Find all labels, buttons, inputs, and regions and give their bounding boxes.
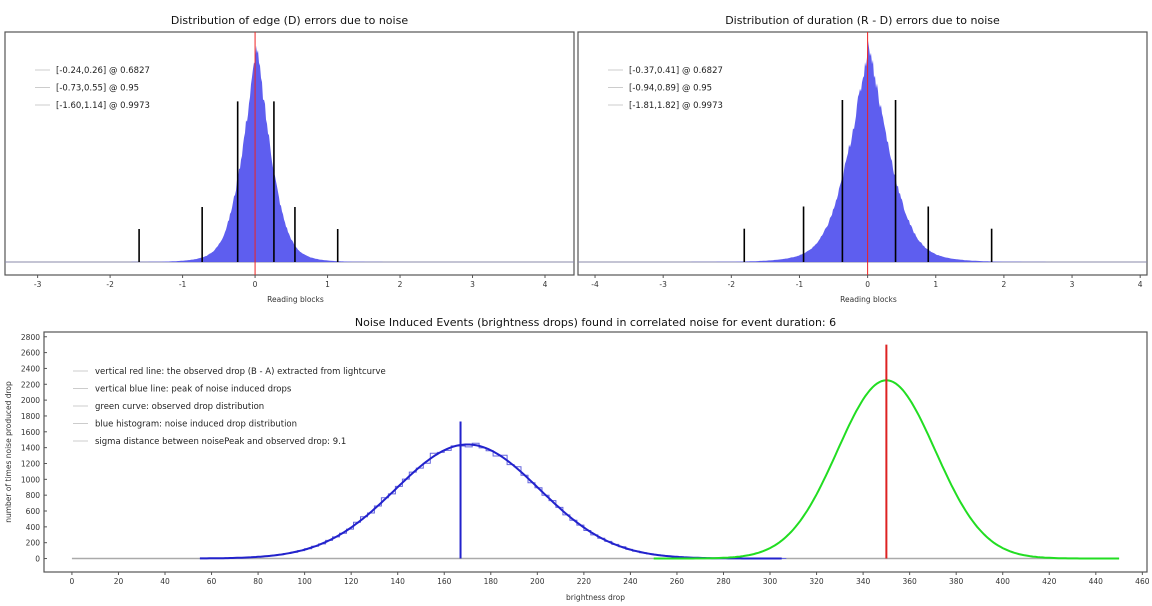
x-tick-label: -2: [728, 280, 736, 289]
y-tick-label: 2400: [21, 364, 40, 373]
chart-title: Distribution of edge (D) errors due to n…: [171, 14, 408, 27]
x-tick-label: 260: [670, 577, 685, 586]
y-tick-label: 0: [35, 555, 40, 564]
x-tick-label: 4: [1138, 280, 1143, 289]
x-tick-label: 440: [1089, 577, 1104, 586]
y-tick-label: 1200: [21, 459, 40, 468]
y-tick-label: 1800: [21, 412, 40, 421]
x-tick-label: -4: [591, 280, 599, 289]
x-tick-label: 360: [902, 577, 917, 586]
x-tick-label: 400: [996, 577, 1011, 586]
plot-frame: [43, 331, 1148, 573]
y-tick-label: 600: [26, 507, 41, 516]
legend-entry: vertical blue line: peak of noise induce…: [95, 385, 292, 395]
noise-fit-curve: [199, 443, 782, 560]
legend-entry: [-1.60,1.14] @ 0.9973: [56, 101, 150, 111]
chart-title: Noise Induced Events (brightness drops) …: [355, 316, 836, 329]
x-axis-label: brightness drop: [566, 593, 625, 602]
x-tick-label: -3: [659, 280, 667, 289]
x-tick-label: 0: [253, 280, 258, 289]
histogram-area: [578, 40, 1147, 262]
y-tick-label: 2000: [21, 396, 40, 405]
x-tick-label: 0: [70, 577, 75, 586]
y-tick-label: 1600: [21, 428, 40, 437]
x-tick-label: 3: [470, 280, 475, 289]
x-tick-label: 340: [856, 577, 871, 586]
plot-frame: [4, 31, 575, 276]
x-tick-label: 220: [577, 577, 592, 586]
x-tick-label: -1: [796, 280, 804, 289]
x-tick-label: 4: [543, 280, 548, 289]
y-tick-label: 400: [26, 523, 41, 532]
x-tick-label: 300: [763, 577, 778, 586]
y-tick-label: 200: [26, 539, 41, 548]
x-tick-label: 80: [253, 577, 263, 586]
y-axis-label: number of times noise produced drop: [4, 381, 13, 523]
x-tick-label: 280: [716, 577, 731, 586]
legend-entry: [-0.94,0.89] @ 0.95: [629, 84, 712, 94]
x-tick-label: 460: [1135, 577, 1150, 586]
legend-entry: vertical red line: the observed drop (B …: [95, 367, 386, 377]
x-tick-label: 140: [391, 577, 406, 586]
y-tick-label: 1400: [21, 444, 40, 453]
x-tick-label: 60: [207, 577, 217, 586]
x-tick-label: 100: [297, 577, 312, 586]
x-tick-label: 40: [160, 577, 170, 586]
x-tick-label: 1: [933, 280, 938, 289]
x-tick-label: 240: [623, 577, 638, 586]
y-tick-label: 2600: [21, 349, 40, 358]
y-tick-label: 800: [26, 491, 41, 500]
x-tick-label: 420: [1042, 577, 1057, 586]
x-tick-label: 180: [484, 577, 499, 586]
x-axis-label: Reading blocks: [840, 295, 897, 304]
x-tick-label: -2: [106, 280, 114, 289]
x-tick-label: 1: [325, 280, 330, 289]
y-tick-label: 1000: [21, 475, 40, 484]
x-tick-label: -3: [34, 280, 42, 289]
x-tick-label: 20: [114, 577, 124, 586]
x-tick-label: 200: [530, 577, 545, 586]
legend-entry: sigma distance between noisePeak and obs…: [95, 437, 346, 447]
x-tick-label: 320: [809, 577, 824, 586]
legend-entry: [-0.24,0.26] @ 0.6827: [56, 66, 150, 76]
chart-title: Distribution of duration (R - D) errors …: [725, 14, 1000, 27]
x-tick-label: 2: [398, 280, 403, 289]
y-tick-label: 2800: [21, 333, 40, 342]
x-axis-label: Reading blocks: [267, 295, 324, 304]
x-tick-label: 120: [344, 577, 359, 586]
legend-entry: blue histogram: noise induced drop distr…: [95, 420, 297, 430]
x-tick-label: -1: [179, 280, 187, 289]
x-tick-label: 3: [1070, 280, 1075, 289]
legend-entry: [-0.73,0.55] @ 0.95: [56, 84, 139, 94]
legend-entry: green curve: observed drop distribution: [95, 402, 264, 412]
x-tick-label: 2: [1002, 280, 1007, 289]
y-tick-label: 2200: [21, 380, 40, 389]
x-tick-label: 380: [949, 577, 964, 586]
x-tick-label: 160: [437, 577, 452, 586]
legend-entry: [-1.81,1.82] @ 0.9973: [629, 101, 723, 111]
x-tick-label: 0: [865, 280, 870, 289]
legend-entry: [-0.37,0.41] @ 0.6827: [629, 66, 723, 76]
